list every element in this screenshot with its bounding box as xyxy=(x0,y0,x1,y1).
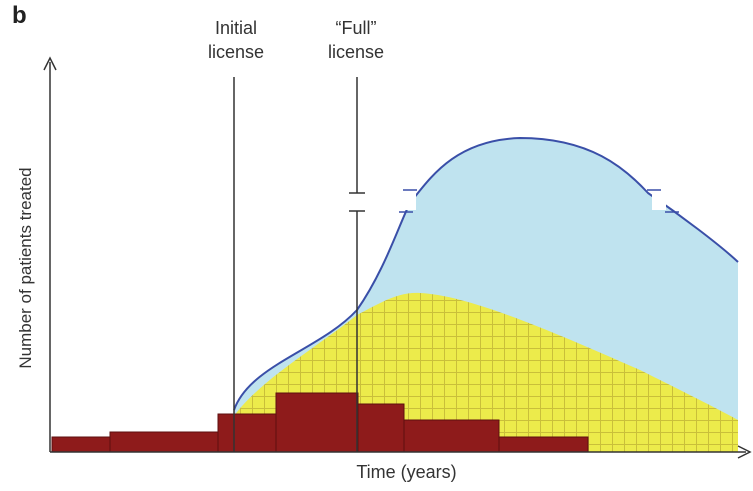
patient-bars xyxy=(51,392,589,453)
curve-break-left xyxy=(402,190,416,210)
bar-1 xyxy=(51,436,111,453)
x-axis-arrow xyxy=(737,445,752,459)
full-license-label: “Full” license xyxy=(316,16,396,64)
bar-5 xyxy=(357,403,405,453)
bar-7 xyxy=(498,436,589,453)
full-license-break xyxy=(349,192,365,212)
initial-license-label: Initial license xyxy=(198,16,274,64)
full-license-line1: “Full” xyxy=(335,18,377,38)
curve-break-right xyxy=(652,190,666,210)
bar-2 xyxy=(109,431,219,453)
panel-letter: b xyxy=(12,2,27,29)
y-axis-label: Number of patients treated xyxy=(16,167,35,369)
initial-license-line2: license xyxy=(207,42,265,62)
bar-6 xyxy=(403,419,500,453)
initial-license-line1: Initial xyxy=(214,18,258,38)
break-ticks-left xyxy=(399,189,417,213)
bar-4 xyxy=(275,392,359,453)
x-axis-label: Time (years) xyxy=(356,462,457,482)
y-axis-arrow xyxy=(43,56,57,71)
bar-3 xyxy=(217,413,277,453)
uptake-curve xyxy=(233,136,739,411)
break-ticks-right xyxy=(647,189,679,213)
full-license-line2: license xyxy=(327,42,385,62)
